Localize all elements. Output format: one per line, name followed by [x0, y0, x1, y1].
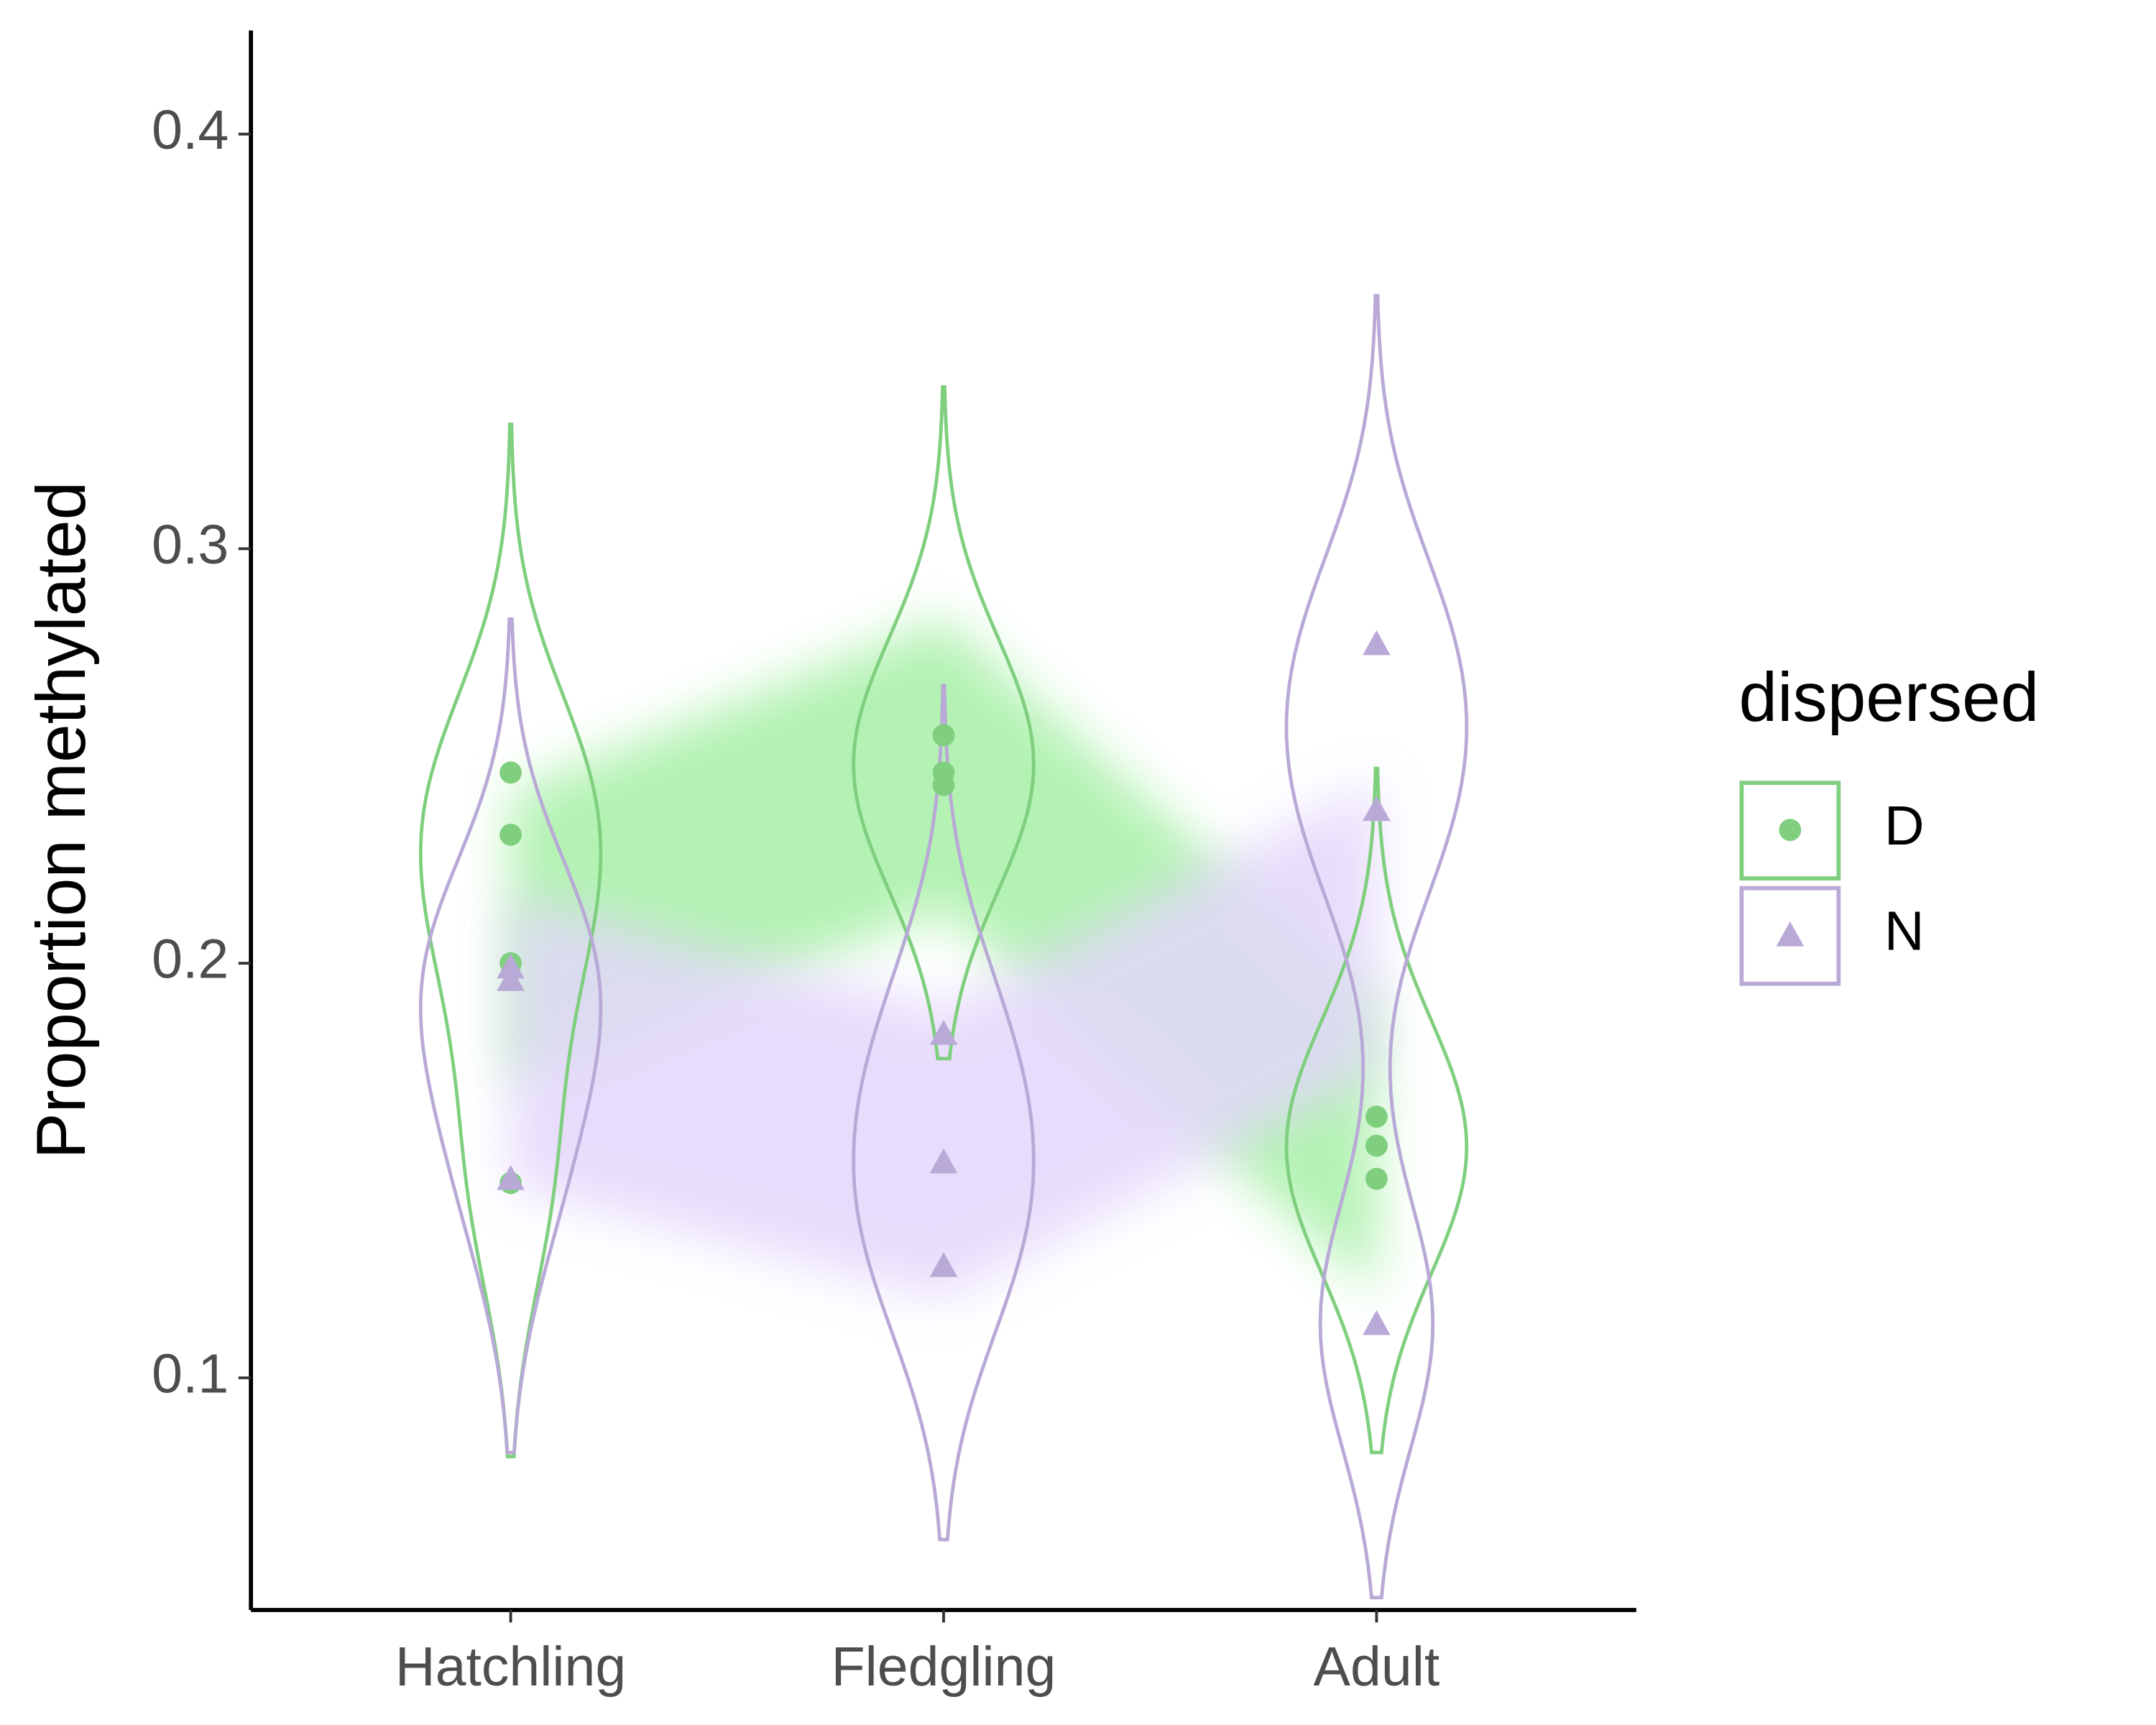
y-axis-title: Proportion methylated — [23, 482, 100, 1159]
y-tick-label: 0.3 — [152, 514, 229, 576]
y-tick-label: 0.2 — [152, 929, 229, 990]
point — [499, 761, 522, 784]
violin — [1284, 766, 1469, 1455]
point — [1365, 1167, 1388, 1190]
point — [497, 965, 525, 991]
point — [1365, 1134, 1388, 1157]
point — [1363, 630, 1391, 656]
point — [929, 1019, 958, 1045]
point — [499, 823, 522, 846]
violin — [418, 422, 603, 1458]
legend-symbol — [1779, 819, 1802, 842]
violin — [852, 684, 1036, 1542]
x-tick-label: Hatchling — [395, 1636, 626, 1698]
x-tick-label: Fledgling — [831, 1636, 1056, 1698]
violin — [418, 617, 603, 1455]
point — [1363, 796, 1391, 822]
legend: DN — [1739, 781, 1925, 986]
y-tick-label: 0.4 — [152, 99, 229, 161]
point — [932, 773, 955, 796]
legend-symbol — [1776, 921, 1805, 947]
point — [929, 1251, 958, 1277]
plot-layer — [418, 294, 1469, 1600]
point — [929, 1148, 958, 1174]
x-tick-label: Adult — [1314, 1636, 1440, 1698]
legend-label: N — [1884, 901, 1925, 962]
violin — [852, 385, 1036, 1061]
y-tick-label: 0.1 — [152, 1343, 229, 1404]
violin — [1284, 294, 1469, 1600]
point — [497, 1164, 525, 1190]
point — [1363, 1310, 1391, 1335]
posterior-band — [510, 619, 1377, 1292]
legend-title: dispersed — [1739, 659, 2040, 736]
point — [1365, 1105, 1388, 1128]
point — [932, 724, 955, 747]
band-layer — [510, 619, 1377, 1300]
legend-label: D — [1884, 795, 1925, 857]
